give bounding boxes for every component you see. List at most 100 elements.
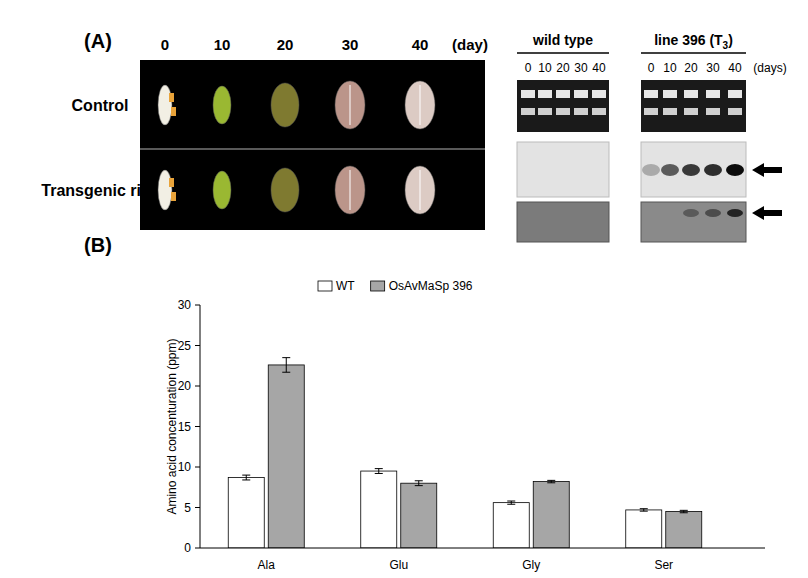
northern-band: [642, 164, 660, 176]
day-label: 20: [277, 36, 294, 53]
day-label: 30: [342, 36, 359, 53]
y-tick-label: 20: [178, 379, 192, 393]
row-label: Control: [72, 97, 129, 114]
northern-blot: [517, 142, 609, 197]
rrna-band: [728, 108, 742, 115]
error-cap: [282, 357, 290, 358]
bar: [533, 482, 569, 548]
error-cap: [640, 508, 648, 509]
y-tick: [195, 467, 200, 468]
error-bar: [507, 501, 515, 504]
error-bar: [375, 469, 383, 474]
x-axis: [200, 548, 765, 549]
rrna-band: [644, 90, 658, 98]
seed: [405, 166, 435, 214]
group-underline: [641, 52, 746, 54]
band-arrow: [752, 206, 782, 220]
rrna-band: [663, 108, 677, 115]
bar: [626, 510, 662, 548]
rrna-band: [592, 108, 606, 115]
rrna-band: [644, 108, 658, 115]
western-blot: [517, 202, 609, 242]
error-cap: [547, 480, 555, 481]
error-stem: [418, 481, 419, 486]
lane-label: 10: [538, 61, 552, 75]
western-band: [705, 209, 721, 217]
y-tick-label: 25: [178, 339, 192, 353]
day-label: 0: [161, 36, 169, 53]
lane-label: 30: [574, 61, 588, 75]
y-tick: [195, 507, 200, 508]
seed-highlight: [419, 85, 421, 125]
error-cap: [680, 512, 688, 513]
bar: [493, 503, 529, 548]
rrna-band: [663, 90, 677, 98]
rrna-band: [538, 108, 552, 115]
day-unit: (day): [452, 36, 488, 53]
group-label: wild type: [532, 32, 593, 48]
seed-highlight: [419, 170, 421, 210]
rrna-band: [521, 108, 535, 115]
group-label-text: wild type: [532, 32, 593, 48]
plot-area: [228, 358, 702, 548]
seed: [213, 86, 231, 124]
error-cap: [415, 480, 423, 481]
lane-label: 0: [648, 61, 655, 75]
rrna-band: [521, 90, 535, 98]
panel-label: (B): [84, 234, 112, 256]
y-tick-label: 10: [178, 460, 192, 474]
western-band: [683, 209, 699, 217]
error-bar: [242, 475, 250, 480]
error-cap: [640, 511, 648, 512]
lane-label: 30: [706, 61, 720, 75]
anther: [171, 192, 176, 201]
lane-label: 0: [525, 61, 532, 75]
error-bar: [547, 480, 555, 482]
y-tick: [195, 305, 200, 306]
lane-label: 40: [728, 61, 742, 75]
figure: (A)010203040(day)ControlTransgenic ricew…: [0, 0, 808, 578]
bar: [361, 471, 397, 548]
rrna-band: [706, 108, 720, 115]
northern-band: [682, 164, 700, 176]
seed-highlight: [349, 170, 351, 210]
rrna-band: [728, 90, 742, 98]
western-band: [727, 209, 743, 217]
day-label: 40: [412, 36, 429, 53]
group-label-after: ): [728, 32, 733, 48]
error-bar: [415, 481, 423, 486]
error-bar: [640, 509, 648, 511]
rrna-band: [706, 90, 720, 98]
x-tick-label: Gly: [522, 558, 540, 572]
lane-unit: (days): [753, 61, 786, 75]
error-cap: [547, 482, 555, 483]
error-cap: [375, 468, 383, 469]
error-cap: [507, 504, 515, 505]
photo-background: [140, 60, 485, 230]
y-tick-label: 5: [184, 501, 191, 515]
group-label: line 396 (T3): [654, 32, 733, 51]
western-blot: [641, 202, 746, 242]
error-stem: [378, 469, 379, 474]
bar: [268, 365, 304, 548]
x-tick-label: Ala: [258, 558, 276, 572]
seed: [271, 168, 299, 212]
lane-label: 20: [556, 61, 570, 75]
y-tick: [195, 548, 200, 549]
seed: [158, 85, 172, 125]
group-underline: [517, 52, 609, 54]
bar: [401, 483, 437, 548]
error-cap: [507, 501, 515, 502]
y-tick: [195, 426, 200, 427]
error-cap: [375, 473, 383, 474]
lane-label: 10: [663, 61, 677, 75]
group-label-text: line 396 (T: [654, 32, 723, 48]
northern-band: [704, 164, 722, 176]
anther: [169, 178, 174, 187]
bar: [228, 478, 264, 548]
error-cap: [242, 479, 250, 480]
y-axis-label: Amino acid concenturation (ppm): [165, 338, 179, 514]
y-tick-label: 15: [178, 420, 192, 434]
error-stem: [246, 475, 247, 480]
rrna-band: [574, 108, 588, 115]
